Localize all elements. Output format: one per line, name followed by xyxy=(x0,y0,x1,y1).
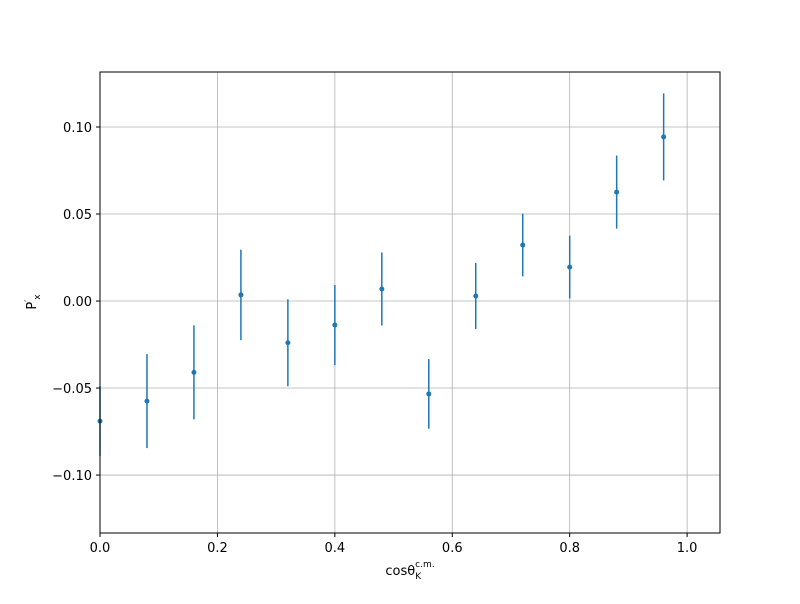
y-tick-label: −0.05 xyxy=(52,382,92,397)
data-point xyxy=(332,322,338,328)
x-tick-label: 0.4 xyxy=(325,541,346,556)
x-label-sub: K xyxy=(415,572,422,582)
x-tick-label: 0.2 xyxy=(207,541,228,556)
x-tick-label: 0.8 xyxy=(559,541,580,556)
x-tick-label: 0.0 xyxy=(90,541,111,556)
data-point xyxy=(144,398,150,404)
y-axis-label: P′x xyxy=(24,294,43,310)
data-point xyxy=(567,264,573,270)
y-tick-label: −0.10 xyxy=(52,469,92,484)
y-label-base: P xyxy=(25,302,40,310)
data-point xyxy=(285,340,291,346)
data-point xyxy=(426,391,432,397)
y-tick-label: 0.10 xyxy=(63,121,92,136)
ticks: 0.0 0.2 0.4 0.6 0.8 1.0 −0.10 −0.05 0.00 0.05 0.10 xyxy=(52,121,697,556)
x-tick-label: 0.6 xyxy=(442,541,463,556)
x-axis-label: cosθKc.m. xyxy=(385,560,434,582)
y-label-sub: x xyxy=(33,294,43,300)
data-point xyxy=(520,242,526,248)
data-point xyxy=(614,189,620,195)
y-tick-label: 0.05 xyxy=(63,208,92,223)
plot-frame xyxy=(99,71,721,534)
data-point xyxy=(661,134,667,140)
x-label-sup: c.m. xyxy=(415,560,434,570)
data-point xyxy=(379,286,385,292)
data-point xyxy=(238,292,244,298)
x-tick-label: 1.0 xyxy=(677,541,698,556)
y-label-sup: ′ xyxy=(24,300,34,302)
data-point xyxy=(473,293,479,299)
data-point xyxy=(191,369,197,375)
x-label-base: cosθ xyxy=(385,564,415,579)
y-tick-label: 0.00 xyxy=(63,295,92,310)
